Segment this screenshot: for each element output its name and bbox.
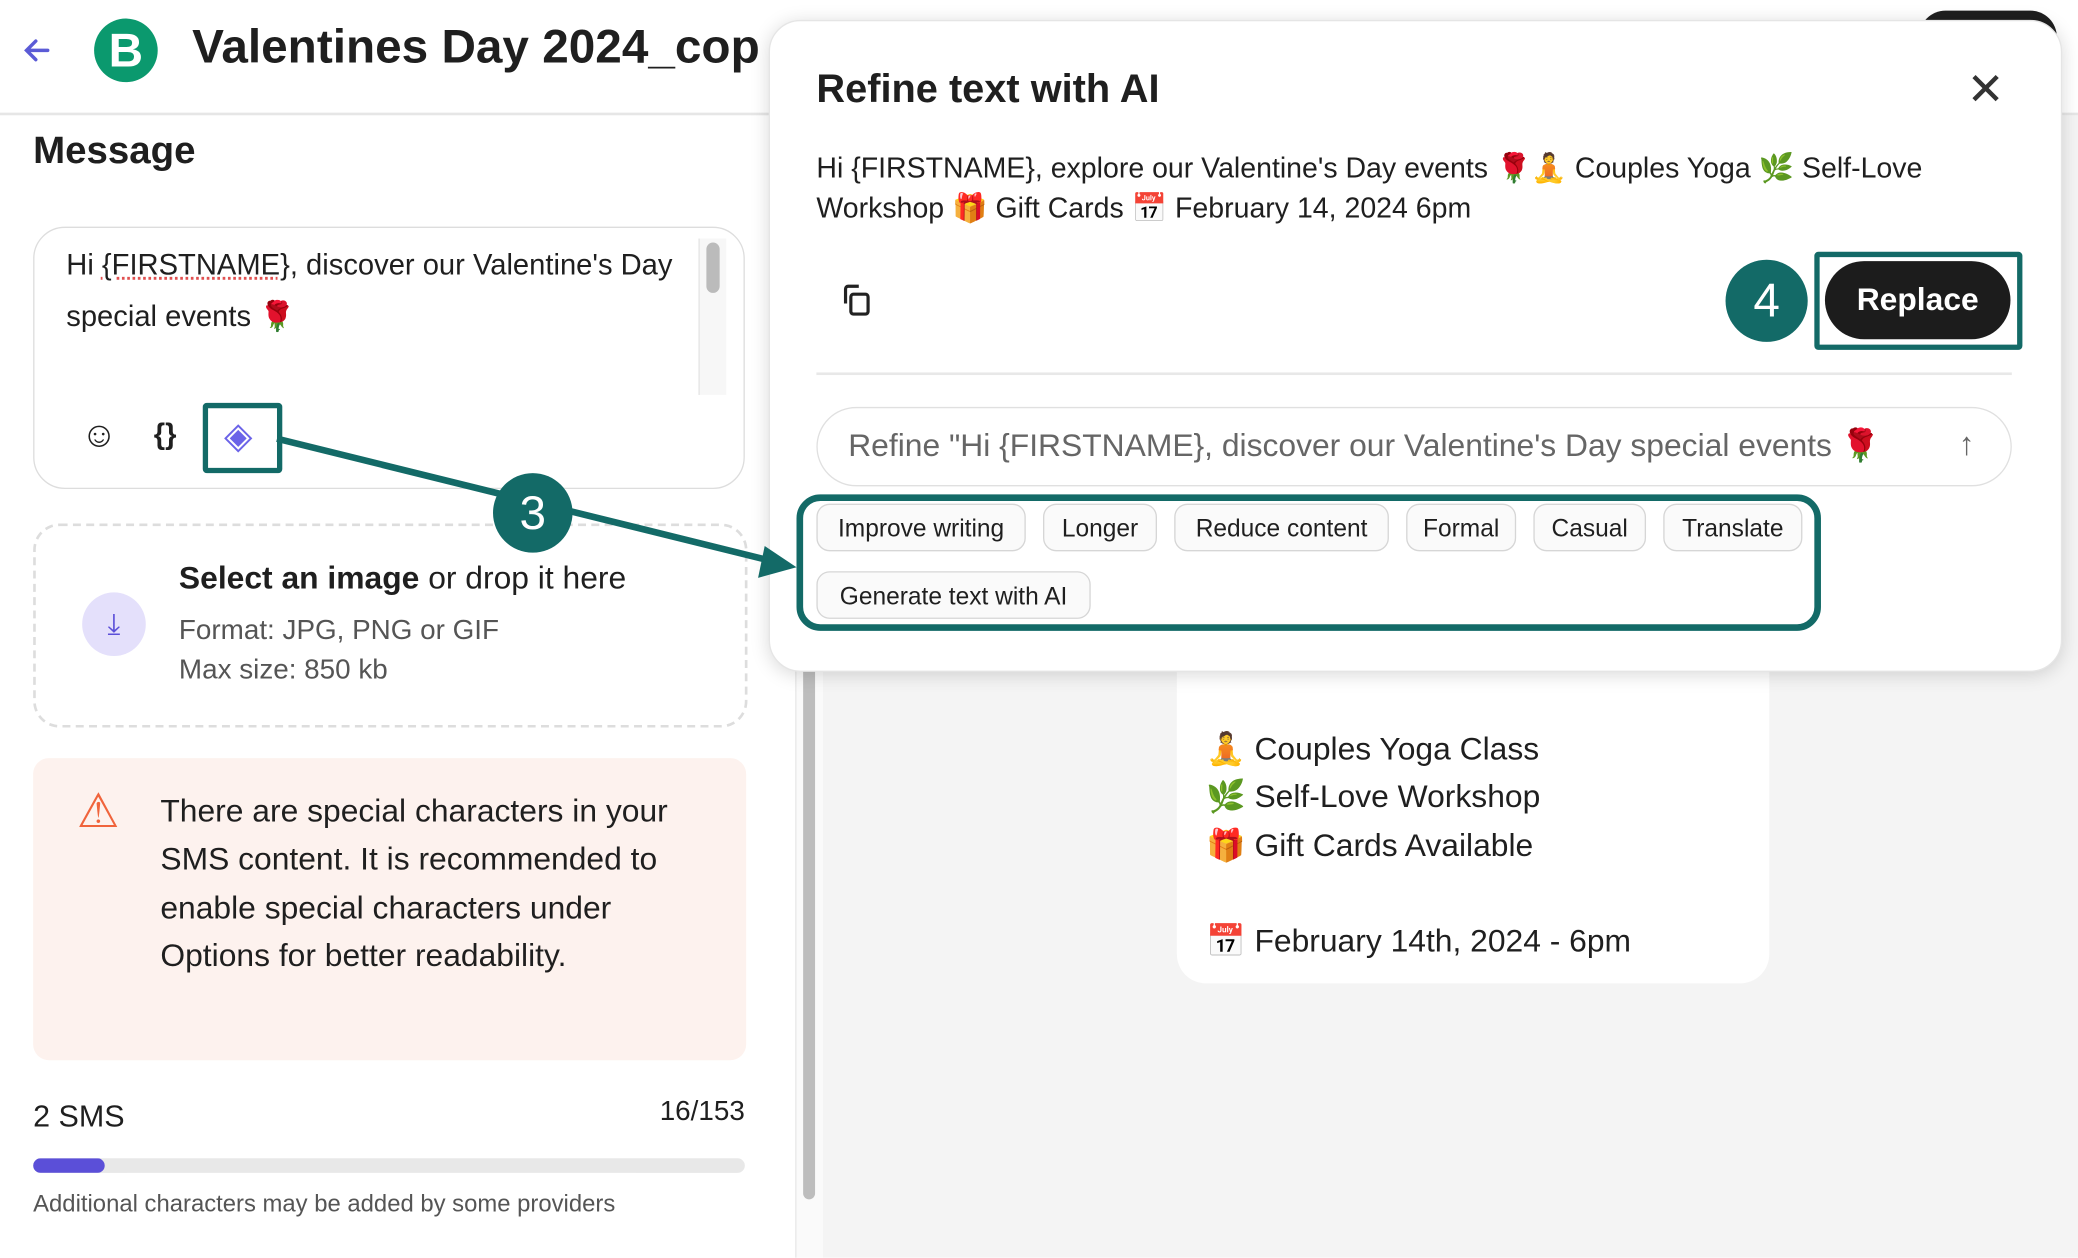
sms-progress-fill xyxy=(33,1158,105,1173)
ai-result-text: Hi {FIRSTNAME}, explore our Valentine's … xyxy=(816,152,1923,224)
download-icon: ⤓ xyxy=(82,592,146,657)
message-text[interactable]: Hi {FIRSTNAME}, discover our Valentine's… xyxy=(66,239,689,342)
chip-generate-text[interactable]: Generate text with AI xyxy=(816,571,1091,619)
warning-icon: ⚠ xyxy=(76,783,120,838)
provider-note: Additional characters may be added by so… xyxy=(33,1190,616,1217)
replace-button[interactable]: Replace xyxy=(1824,261,2011,340)
variable-icon[interactable]: {} xyxy=(153,417,177,451)
refine-placeholder: Refine "Hi {FIRSTNAME}, discover our Val… xyxy=(848,428,1881,464)
chip-improve-writing[interactable]: Improve writing xyxy=(816,503,1026,552)
step4-highlight xyxy=(1814,251,2023,350)
preview-line: 🧘 Couples Yoga Class xyxy=(1206,731,1540,768)
step3-highlight xyxy=(202,402,283,474)
chip-translate[interactable]: Translate xyxy=(1663,503,1803,552)
message-heading: Message xyxy=(33,129,196,173)
refine-input[interactable] xyxy=(816,406,2012,487)
chip-reduce-content[interactable]: Reduce content xyxy=(1174,503,1389,552)
text-rest: , discover our Valentine's Day special e… xyxy=(66,247,673,333)
campaign-title: Valentines Day 2024_cop xyxy=(192,18,760,73)
brand-logo: B xyxy=(94,18,158,83)
copy-icon[interactable] xyxy=(840,282,874,319)
chip-casual[interactable]: Casual xyxy=(1533,503,1647,552)
preview-line: 🌿 Self-Love Workshop xyxy=(1206,779,1541,816)
emoji-icon[interactable]: ☺ xyxy=(80,414,118,455)
sms-preview-bubble xyxy=(1176,622,1770,984)
chip-formal[interactable]: Formal xyxy=(1406,503,1517,552)
sms-count: 2 SMS xyxy=(33,1098,125,1134)
close-icon[interactable]: ✕ xyxy=(1966,64,2005,116)
text-variable: {FIRSTNAME} xyxy=(101,247,290,281)
upload-title: Select an image or drop it here xyxy=(179,561,626,598)
sms-preview-text: 🧘 Couples Yoga Class 🌿 Self-Love Workshop… xyxy=(1206,726,1631,967)
back-arrow-icon[interactable] xyxy=(21,34,55,66)
preview-line: 📅 February 14th, 2024 - 6pm xyxy=(1206,923,1632,960)
upload-title-rest: or drop it here xyxy=(419,560,627,597)
step3-badge: 3 xyxy=(493,473,573,553)
ai-sparkle-icon[interactable]: ◈ xyxy=(223,414,253,456)
warning-banner xyxy=(33,758,747,1061)
upload-max-size: Max size: 850 kb xyxy=(178,654,388,686)
sms-progress-bar xyxy=(33,1158,745,1173)
preview-line: 🎁 Gift Cards Available xyxy=(1206,827,1534,864)
character-count: 16/153 xyxy=(659,1096,745,1127)
preview-line xyxy=(1206,871,1631,919)
chips-highlight xyxy=(796,494,1821,631)
scrollbar-thumb[interactable] xyxy=(803,662,816,1200)
upload-format: Format: JPG, PNG or GIF xyxy=(178,614,500,646)
modal-divider xyxy=(816,372,2012,376)
chip-longer[interactable]: Longer xyxy=(1043,503,1157,552)
send-arrow-icon[interactable]: ↑ xyxy=(1958,426,1975,463)
step4-badge: 4 xyxy=(1725,259,1808,342)
text-prefix: Hi xyxy=(66,247,102,281)
textarea-scroll-thumb[interactable] xyxy=(706,242,720,293)
warning-text: There are special characters in your SMS… xyxy=(160,793,668,974)
modal-title: Refine text with AI xyxy=(816,67,1160,112)
select-image-link[interactable]: Select an image xyxy=(178,560,420,597)
